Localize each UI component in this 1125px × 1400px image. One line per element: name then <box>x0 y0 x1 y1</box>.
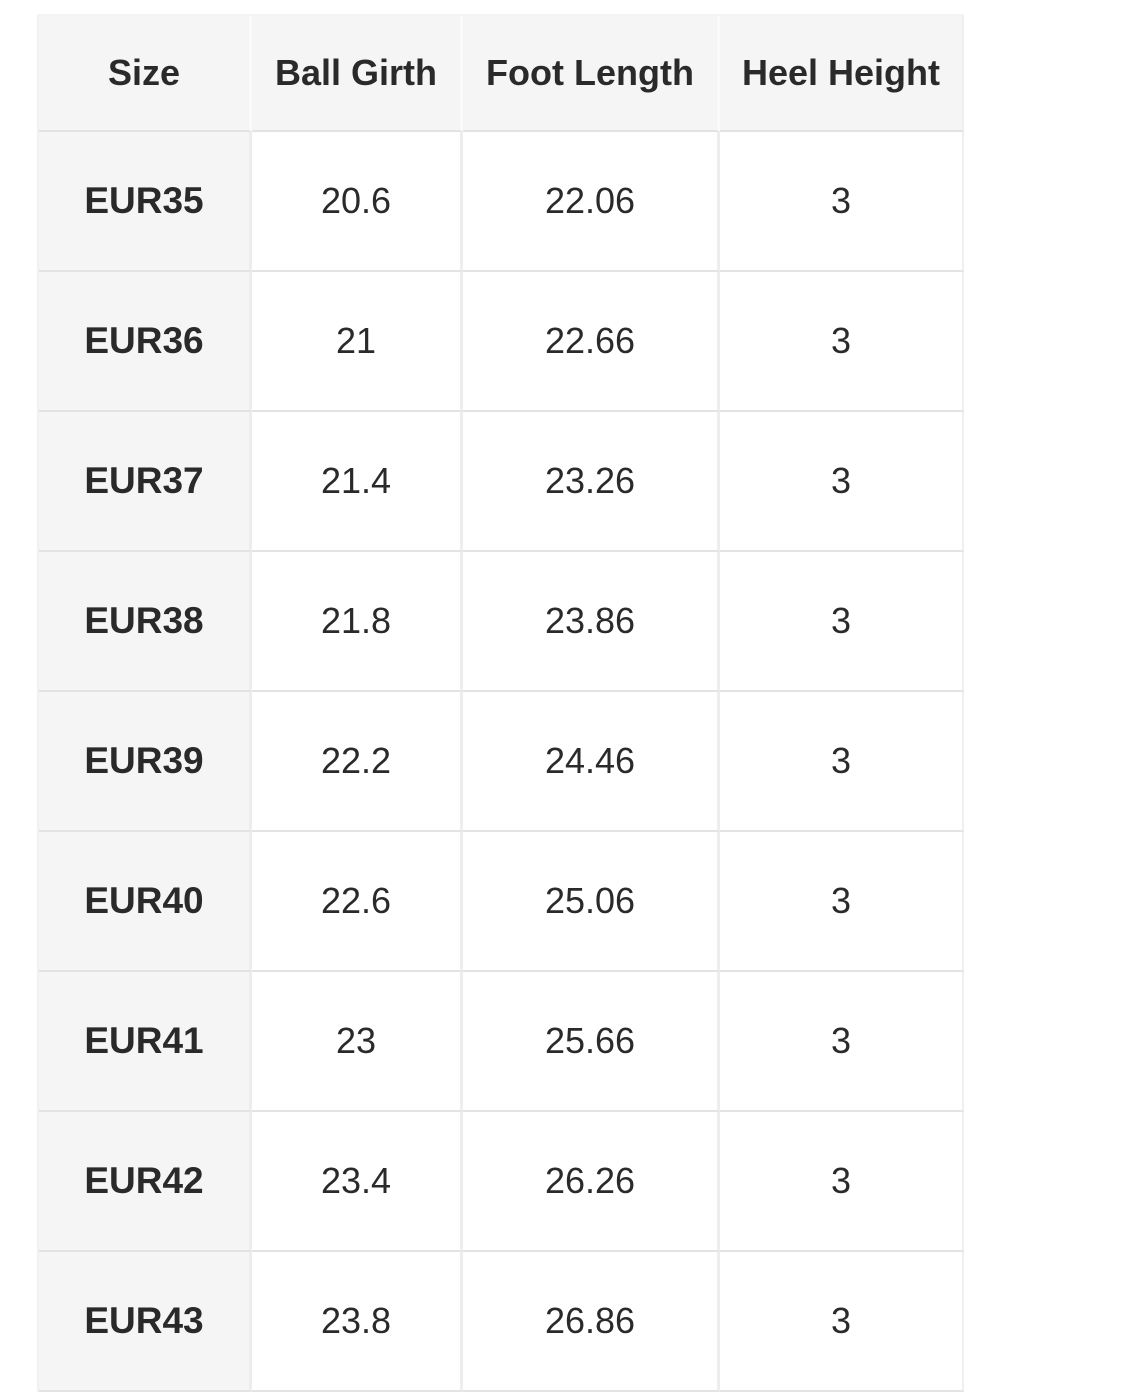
ball-girth-cell: 22.2 <box>252 692 463 832</box>
foot-length-cell: 25.06 <box>463 832 720 972</box>
ball-girth-cell: 23 <box>252 972 463 1112</box>
heel-height-cell: 3 <box>720 1112 964 1252</box>
heel-height-cell: 3 <box>720 552 964 692</box>
size-cell: EUR35 <box>39 132 252 272</box>
heel-height-cell: 3 <box>720 272 964 412</box>
heel-height-cell: 3 <box>720 692 964 832</box>
ball-girth-cell: 23.4 <box>252 1112 463 1252</box>
column-header-ball-girth: Ball Girth <box>252 16 463 132</box>
foot-length-cell: 25.66 <box>463 972 720 1112</box>
ball-girth-cell: 21.8 <box>252 552 463 692</box>
ball-girth-cell: 21.4 <box>252 412 463 552</box>
foot-length-cell: 22.66 <box>463 272 720 412</box>
heel-height-cell: 3 <box>720 972 964 1112</box>
foot-length-cell: 26.86 <box>463 1252 720 1392</box>
ball-girth-cell: 22.6 <box>252 832 463 972</box>
size-cell: EUR43 <box>39 1252 252 1392</box>
heel-height-cell: 3 <box>720 1252 964 1392</box>
column-header-size: Size <box>39 16 252 132</box>
foot-length-cell: 23.26 <box>463 412 720 552</box>
column-header-heel-height: Heel Height <box>720 16 964 132</box>
foot-length-cell: 24.46 <box>463 692 720 832</box>
ball-girth-cell: 23.8 <box>252 1252 463 1392</box>
size-cell: EUR39 <box>39 692 252 832</box>
foot-length-cell: 26.26 <box>463 1112 720 1252</box>
column-header-foot-length: Foot Length <box>463 16 720 132</box>
size-cell: EUR36 <box>39 272 252 412</box>
heel-height-cell: 3 <box>720 412 964 552</box>
foot-length-cell: 22.06 <box>463 132 720 272</box>
size-cell: EUR37 <box>39 412 252 552</box>
size-chart-table: Size Ball Girth Foot Length Heel Height … <box>37 14 964 1392</box>
ball-girth-cell: 20.6 <box>252 132 463 272</box>
heel-height-cell: 3 <box>720 132 964 272</box>
size-cell: EUR41 <box>39 972 252 1112</box>
heel-height-cell: 3 <box>720 832 964 972</box>
size-cell: EUR40 <box>39 832 252 972</box>
size-cell: EUR42 <box>39 1112 252 1252</box>
size-cell: EUR38 <box>39 552 252 692</box>
ball-girth-cell: 21 <box>252 272 463 412</box>
foot-length-cell: 23.86 <box>463 552 720 692</box>
